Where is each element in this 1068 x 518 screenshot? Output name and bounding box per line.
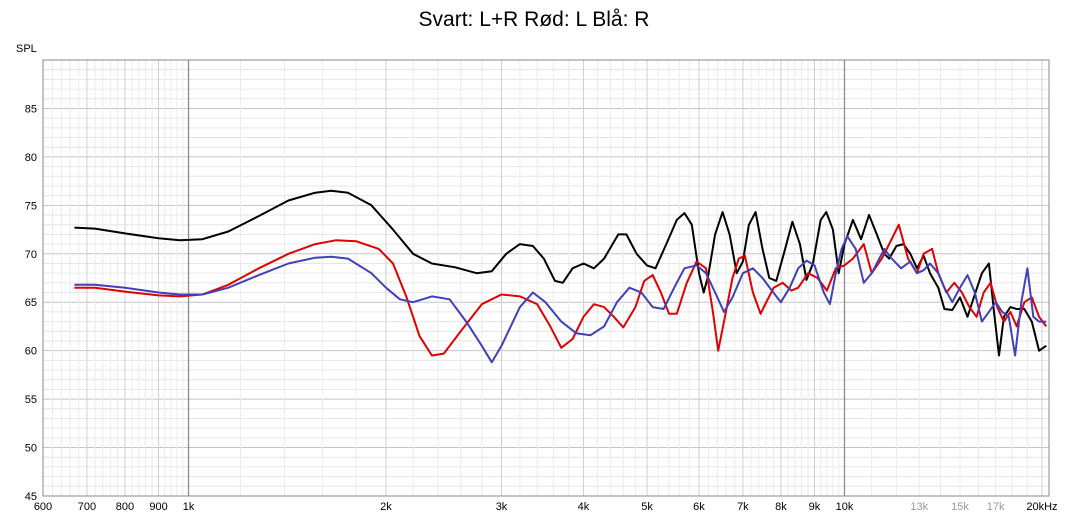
x-tick-label: 3k [496, 501, 508, 513]
x-tick-label: 700 [78, 501, 96, 513]
y-tick-label: 85 [25, 103, 37, 115]
y-tick-label: 70 [25, 249, 37, 261]
x-tick-label: 13k [910, 501, 928, 513]
x-tick-label: 5k [641, 501, 653, 513]
plot-frame [42, 59, 1050, 497]
x-tick-label: 7k [737, 501, 749, 513]
x-tick-label: 17k [987, 501, 1005, 513]
x-tick-label: 20kHz [1026, 501, 1057, 513]
series-line-2 [74, 223, 1048, 357]
y-tick-label: 65 [25, 297, 37, 309]
series-line-3 [74, 235, 1047, 364]
x-tick-label: 8k [775, 501, 787, 513]
grid [42, 59, 1049, 497]
series-layer [74, 189, 1048, 364]
y-tick-label: 60 [25, 346, 37, 358]
x-tick-label: 600 [34, 501, 52, 513]
x-tick-label: 4k [578, 501, 590, 513]
x-tick-label: 800 [116, 501, 134, 513]
x-tick-label: 15k [951, 501, 969, 513]
chart-title: Svart: L+R Rød: L Blå: R [418, 8, 650, 31]
y-tick-label: 55 [25, 394, 37, 406]
y-axis-label: SPL [16, 43, 37, 55]
x-tick-label: 6k [693, 501, 705, 513]
x-tick-label: 9k [809, 501, 821, 513]
y-tick-label: 45 [25, 491, 37, 503]
x-tick-label: 10k [836, 501, 854, 513]
x-tick-label: 2k [380, 501, 392, 513]
y-tick-label: 80 [25, 152, 37, 164]
y-tick-label: 50 [25, 443, 37, 455]
series-line-1 [74, 189, 1047, 357]
y-tick-label: 75 [25, 200, 37, 212]
tick-labels: 45 50 55 60 65 70 75 80 85 600 700 800 900 1k 2k 3k 4k 5k… [25, 103, 1058, 513]
x-tick-label: 900 [149, 501, 167, 513]
x-tick-label: 1k [183, 501, 195, 513]
